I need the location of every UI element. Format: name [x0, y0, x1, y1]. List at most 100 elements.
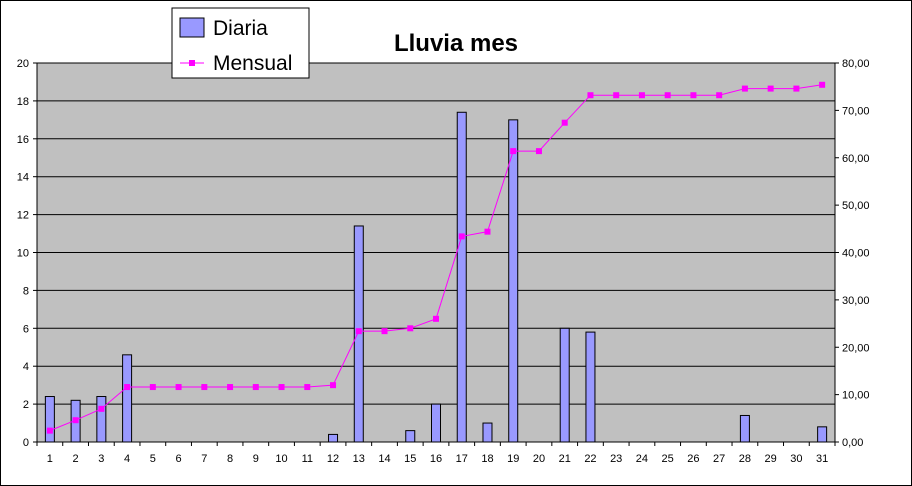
left-tick-label: 6: [23, 323, 29, 335]
x-tick-label: 13: [353, 453, 365, 465]
right-tick-label: 20,00: [842, 342, 870, 354]
x-tick-label: 20: [533, 453, 545, 465]
legend-line-marker: [189, 60, 195, 66]
bar-diaria: [328, 433, 339, 443]
x-tick-label: 12: [327, 453, 339, 465]
point-mensual: [252, 384, 259, 391]
point-mensual: [561, 119, 568, 126]
bar-diaria: [585, 331, 596, 443]
x-tick-label: 11: [302, 453, 313, 465]
left-tick-label: 20: [17, 58, 29, 70]
bar-diaria: [559, 327, 570, 443]
right-tick-label: 30,00: [842, 295, 870, 307]
point-mensual: [638, 92, 645, 99]
bar-diaria: [405, 430, 416, 443]
right-tick-label: 0,00: [842, 437, 863, 449]
point-mensual: [587, 92, 594, 99]
point-mensual: [175, 384, 182, 391]
x-tick-label: 26: [687, 453, 699, 465]
x-tick-label: 31: [816, 453, 828, 465]
bar-diaria: [122, 354, 133, 443]
x-tick-label: 6: [176, 453, 182, 465]
point-mensual: [98, 405, 105, 412]
point-mensual: [613, 92, 620, 99]
bar-diaria: [508, 119, 519, 443]
point-mensual: [381, 328, 388, 335]
legend-bar-swatch: [179, 17, 205, 38]
legend: Diaria Mensual: [171, 7, 310, 79]
point-mensual: [741, 85, 748, 92]
left-tick-label: 14: [17, 172, 29, 184]
x-tick-label: 5: [150, 453, 156, 465]
x-axis-ticks: 1 2 3 4 5 6 7 8 9 10 11 12 13 14 15 16 17 18 19 20 21 22 23 24 2…: [36, 442, 836, 465]
legend-label-mensual: Mensual: [213, 52, 292, 75]
right-tick-label: 60,00: [842, 153, 870, 165]
x-tick-label: 15: [404, 453, 416, 465]
point-mensual: [149, 384, 156, 391]
point-mensual: [458, 233, 465, 240]
x-tick-label: 17: [456, 453, 468, 465]
bar-diaria: [431, 403, 441, 443]
x-tick-label: 1: [47, 453, 53, 465]
point-mensual: [819, 81, 826, 88]
x-tick-label: 21: [559, 453, 571, 465]
x-tick-label: 10: [275, 453, 287, 465]
point-mensual: [433, 315, 439, 322]
point-mensual: [535, 148, 542, 155]
point-mensual: [484, 228, 491, 235]
point-mensual: [793, 85, 800, 92]
left-tick-label: 16: [17, 134, 29, 146]
x-tick-label: 14: [378, 453, 390, 465]
x-tick-label: 2: [73, 453, 79, 465]
x-tick-label: 16: [430, 453, 442, 465]
left-tick-label: 4: [23, 361, 29, 373]
left-axis-ticks: 0 2 4 6 8 10 12 14 16 18 20: [17, 58, 37, 449]
point-mensual: [510, 148, 517, 155]
x-tick-label: 29: [765, 453, 777, 465]
point-mensual: [407, 325, 414, 332]
bar-diaria: [96, 396, 107, 443]
monthly-line: [46, 81, 826, 434]
left-tick-label: 10: [17, 248, 29, 260]
bar-diaria: [482, 422, 493, 443]
right-tick-label: 50,00: [842, 200, 870, 212]
gridlines: [37, 62, 835, 405]
point-mensual: [227, 384, 234, 391]
point-mensual: [201, 384, 208, 391]
right-tick-label: 10,00: [842, 390, 870, 402]
x-tick-label: 8: [227, 453, 233, 465]
x-tick-label: 23: [610, 453, 622, 465]
point-mensual: [716, 92, 723, 99]
right-tick-label: 70,00: [842, 105, 870, 117]
bar-diaria: [739, 414, 750, 443]
x-tick-label: 25: [662, 453, 674, 465]
point-mensual: [278, 384, 285, 391]
x-tick-label: 22: [584, 453, 596, 465]
legend-label-diaria: Diaria: [213, 17, 268, 40]
chart-title: Lluvia mes: [394, 30, 518, 57]
left-tick-label: 2: [23, 399, 29, 411]
right-tick-label: 80,00: [842, 58, 870, 70]
x-tick-label: 27: [713, 453, 725, 465]
right-axis-ticks: 0,00 10,00 20,00 30,00 40,00 50,00 60,00 70,00 8…: [835, 58, 870, 449]
point-mensual: [664, 92, 671, 99]
point-mensual: [690, 92, 697, 99]
x-tick-label: 24: [636, 453, 648, 465]
left-tick-label: 18: [17, 96, 29, 108]
point-mensual: [355, 328, 362, 335]
bar-diaria: [817, 426, 828, 443]
point-mensual: [304, 384, 311, 391]
point-mensual: [330, 382, 337, 389]
left-tick-label: 0: [23, 437, 29, 449]
x-tick-label: 19: [507, 453, 519, 465]
bar-diaria: [456, 111, 467, 443]
x-tick-label: 7: [201, 453, 207, 465]
x-tick-label: 4: [124, 453, 130, 465]
x-tick-label: 9: [253, 453, 259, 465]
x-tick-label: 3: [98, 453, 104, 465]
point-mensual: [46, 427, 53, 434]
point-mensual: [124, 384, 131, 391]
x-tick-label: 18: [481, 453, 493, 465]
left-tick-label: 12: [17, 210, 29, 222]
